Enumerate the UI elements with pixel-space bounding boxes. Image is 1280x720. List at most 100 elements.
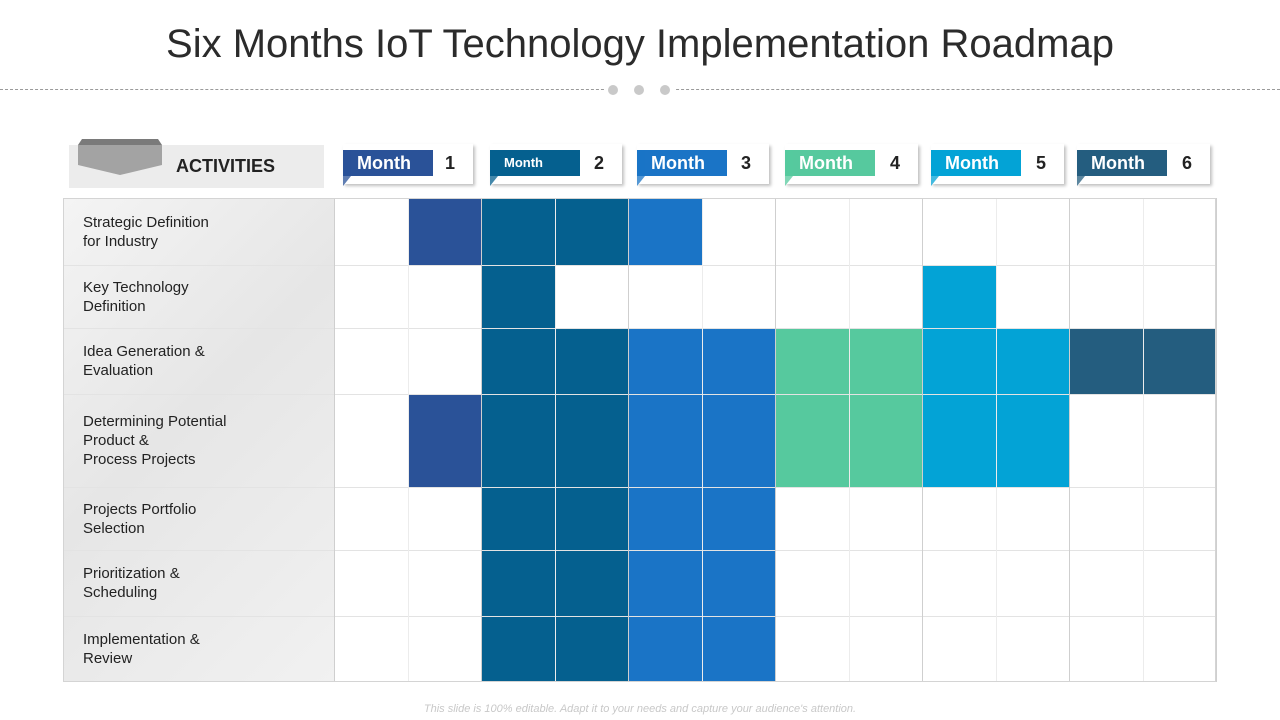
ribbon-icon	[78, 139, 162, 175]
activity-label: Implementation & Review	[83, 631, 200, 667]
month-label: Month	[1091, 153, 1145, 173]
month-tab-fold	[490, 150, 498, 186]
divider-dot	[608, 85, 618, 95]
timeline-cell	[554, 616, 629, 682]
month-tab-fold	[931, 150, 939, 186]
timeline-cell	[481, 265, 555, 328]
timeline-cell	[628, 328, 702, 394]
timeline-cell	[922, 265, 996, 328]
timeline-cell	[628, 550, 702, 616]
month-tab: Month	[490, 150, 580, 186]
timeline-cell	[701, 328, 776, 394]
month-header-6: Month 6	[1077, 144, 1210, 186]
activity-label: Idea Generation & Evaluation	[83, 343, 205, 379]
timeline-cell	[701, 616, 776, 682]
divider-dot	[634, 85, 644, 95]
divider-dots	[605, 84, 675, 96]
grid-col-line	[481, 198, 482, 682]
month-header-2: Month 2	[490, 144, 622, 186]
activities-header-label: ACTIVITIES	[176, 156, 276, 176]
timeline-cell	[922, 328, 996, 394]
month-header-1: Month 1	[343, 144, 473, 186]
timeline-cell	[481, 616, 555, 682]
timeline-cell	[481, 550, 555, 616]
month-label: Month	[651, 153, 705, 173]
timeline-cell	[554, 394, 629, 487]
month-tab: Month	[785, 150, 875, 186]
grid-col-line	[922, 198, 923, 682]
grid-col-line	[701, 198, 703, 682]
month-header-3: Month 3	[637, 144, 769, 186]
activity-label: Prioritization & Scheduling	[83, 565, 180, 601]
grid-col-line	[407, 198, 409, 682]
grid-col-line	[334, 198, 335, 682]
timeline-cell	[848, 394, 923, 487]
grid-col-line	[995, 198, 997, 682]
timeline-cell	[701, 487, 776, 550]
month-label: Month	[504, 155, 543, 170]
month-tab-fold	[1077, 150, 1085, 186]
grid-row-line	[63, 328, 1216, 329]
timeline-cell	[628, 198, 702, 265]
timeline-cell	[701, 394, 776, 487]
timeline-cell	[481, 394, 555, 487]
grid-row-line	[63, 550, 1216, 551]
timeline-cell	[1069, 328, 1143, 394]
grid-col-line	[1216, 198, 1217, 682]
month-tab: Month	[637, 150, 727, 186]
grid-row-line	[63, 616, 1216, 617]
grid-col-line	[848, 198, 850, 682]
timeline-cell	[554, 328, 629, 394]
month-tab-fold	[637, 150, 645, 186]
grid-col-line	[775, 198, 776, 682]
month-number: 2	[593, 153, 604, 173]
timeline-cell	[481, 328, 555, 394]
activity-label: Determining Potential Product & Process …	[83, 413, 227, 468]
timeline-cell	[995, 328, 1070, 394]
timeline-cell	[554, 487, 629, 550]
month-number: 5	[1035, 153, 1046, 173]
timeline-cell	[481, 487, 555, 550]
month-number: 4	[889, 153, 900, 173]
timeline-cell	[407, 394, 482, 487]
month-number: 6	[1181, 153, 1192, 173]
footer-note: This slide is 100% editable. Adapt it to…	[423, 703, 857, 715]
month-header-5: Month 5	[931, 144, 1064, 186]
timeline-cell	[775, 328, 849, 394]
month-tab: Month	[343, 150, 433, 186]
timeline-cell	[922, 394, 996, 487]
activity-label: Key Technology Definition	[83, 278, 189, 315]
month-tab-fold	[785, 150, 793, 186]
timeline-cell	[554, 198, 629, 265]
grid-row-line	[63, 487, 1216, 488]
activities-panel	[63, 198, 334, 682]
grid-row-line	[63, 265, 1216, 266]
activity-label: Strategic Definition for Industry	[83, 213, 209, 250]
grid-col-line	[554, 198, 556, 682]
month-label: Month	[357, 153, 411, 173]
month-label: Month	[945, 153, 999, 173]
grid-col-line	[628, 198, 629, 682]
divider-dot	[660, 85, 670, 95]
timeline-cell	[407, 198, 482, 265]
timeline-cell	[995, 394, 1070, 487]
grid-col-line	[1142, 198, 1144, 682]
roadmap-grid: Strategic Definition for Industry Key Tec…	[63, 198, 1217, 682]
timeline-cell	[628, 487, 702, 550]
grid-col-line	[1069, 198, 1070, 682]
timeline-cell	[554, 550, 629, 616]
timeline-cell	[628, 616, 702, 682]
month-tab-fold	[343, 150, 351, 186]
page-title: Six Months IoT Technology Implementation…	[166, 22, 1114, 66]
timeline-cell	[481, 198, 555, 265]
grid-row-line	[63, 394, 1216, 395]
timeline-cell	[775, 394, 849, 487]
timeline-cell	[701, 550, 776, 616]
month-number: 3	[740, 153, 751, 173]
month-header-4: Month 4	[785, 144, 918, 186]
month-number: 1	[444, 153, 455, 173]
month-tab: Month	[1077, 150, 1167, 186]
month-label: Month	[799, 153, 853, 173]
grid-border	[63, 198, 1216, 682]
timeline-cell	[848, 328, 923, 394]
